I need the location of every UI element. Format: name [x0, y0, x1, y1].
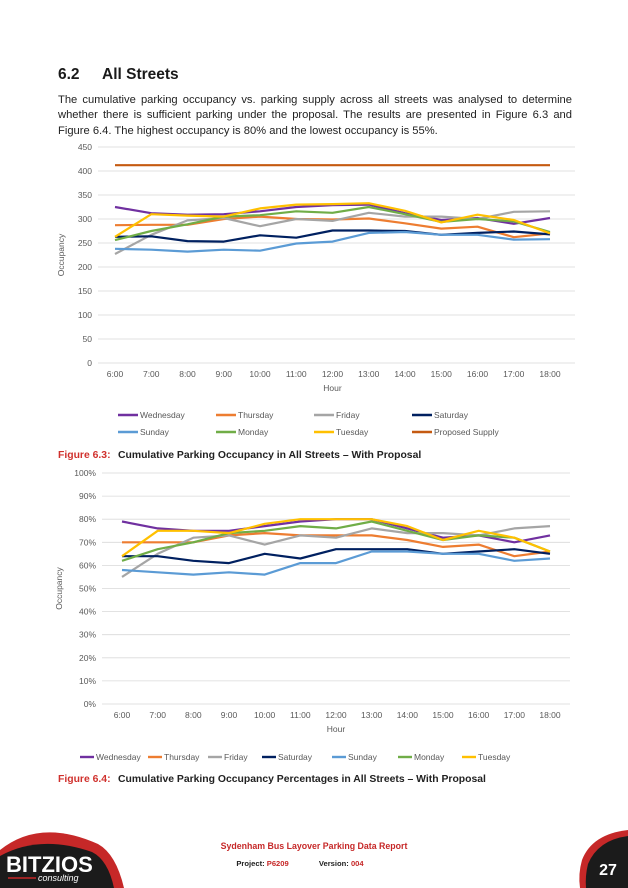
- figure-6-4-label: Figure 6.4:: [58, 774, 111, 785]
- y-tick-label: 30%: [79, 630, 96, 640]
- x-tick-label: 13:00: [358, 369, 380, 379]
- figure-6-3-label: Figure 6.3:: [58, 450, 111, 461]
- x-axis-title: Hour: [327, 724, 346, 734]
- section-number: 6.2: [58, 66, 80, 83]
- legend-label: Wednesday: [96, 752, 141, 762]
- occupancy-chart: 0 50 100 150 200 250 300 350 400 450 6:00 7:00 8:00 9…: [56, 142, 575, 437]
- y-tick-label: 0: [87, 358, 92, 368]
- y-tick-label: 20%: [79, 653, 96, 663]
- legend-label: Tuesday: [336, 427, 369, 437]
- occupancy-percentage-chart: 0% 10% 20% 30% 40% 50% 60% 70% 80% 90% 100% 6:00 7:0…: [54, 470, 570, 762]
- version-label: Version:: [318, 859, 349, 868]
- x-axis-title: Hour: [323, 383, 342, 393]
- logo-brand: BITZIOS: [6, 852, 93, 877]
- x-tick-label: 17:00: [504, 710, 526, 720]
- series-line-saturday: [114, 229, 551, 243]
- y-tick-label: 200: [78, 262, 92, 272]
- intro-paragraph: The cumulative parking occupancy vs. par…: [58, 94, 572, 137]
- figure-6-3-caption: Figure 6.3: Cumulative Parking Occupancy …: [58, 450, 421, 461]
- series-line-sunday: [114, 230, 551, 253]
- section-heading: 6.2 All Streets: [58, 66, 179, 84]
- series-line-tuesday: [114, 202, 551, 238]
- y-tick-label: 400: [78, 166, 92, 176]
- x-tick-label: 10:00: [254, 710, 276, 720]
- x-tick-label: 12:00: [322, 369, 344, 379]
- x-tick-label: 17:00: [503, 369, 525, 379]
- series-line-monday: [121, 520, 551, 562]
- y-tick-label: 100: [78, 310, 92, 320]
- legend-label: Thursday: [164, 752, 200, 762]
- project-label: Project:: [236, 859, 265, 868]
- page-badge-dark: [585, 836, 628, 888]
- legend-label: Friday: [336, 410, 360, 420]
- x-tick-label: 6:00: [107, 369, 124, 379]
- x-tick-label: 6:00: [114, 710, 131, 720]
- legend-label: Saturday: [278, 752, 313, 762]
- x-tick-label: 9:00: [221, 710, 238, 720]
- y-tick-label: 50: [83, 334, 93, 344]
- legend-label: Monday: [238, 427, 269, 437]
- x-tick-label: 14:00: [397, 710, 419, 720]
- y-tick-label: 40%: [79, 607, 96, 617]
- legend-label: Saturday: [434, 410, 469, 420]
- y-tick-label: 80%: [79, 514, 96, 524]
- y-tick-label: 150: [78, 286, 92, 296]
- y-tick-label: 100%: [74, 470, 96, 478]
- x-tick-label: 8:00: [179, 369, 196, 379]
- y-tick-label: 250: [78, 238, 92, 248]
- x-tick-label: 18:00: [539, 710, 561, 720]
- x-tick-label: 8:00: [185, 710, 202, 720]
- x-tick-label: 16:00: [467, 369, 489, 379]
- series-line-sunday: [121, 550, 551, 576]
- project-value: P6209: [266, 859, 289, 868]
- legend-label: Monday: [414, 752, 445, 762]
- y-tick-label: 50%: [79, 584, 96, 594]
- x-tick-label: 7:00: [149, 710, 166, 720]
- legend-label: Tuesday: [478, 752, 511, 762]
- version-value: 004: [350, 859, 364, 868]
- footer-report-title: Sydenham Bus Layover Parking Data Report: [220, 841, 408, 851]
- x-tick-label: 12:00: [325, 710, 347, 720]
- page-number-badge: 27: [579, 830, 628, 888]
- figure-6-3-text: Cumulative Parking Occupancy in All Stre…: [118, 450, 422, 461]
- x-tick-label: 18:00: [539, 369, 561, 379]
- y-tick-label: 0%: [84, 699, 97, 709]
- x-tick-label: 16:00: [468, 710, 490, 720]
- y-tick-label: 70%: [79, 537, 96, 547]
- x-tick-label: 11:00: [290, 710, 311, 720]
- x-tick-label: 15:00: [432, 710, 454, 720]
- y-tick-label: 350: [78, 190, 92, 200]
- x-tick-label: 11:00: [286, 369, 307, 379]
- page-number: 27: [599, 862, 617, 879]
- footer-meta: Project: P6209 Version: 004: [0, 859, 628, 868]
- logo-tagline: consulting: [38, 873, 79, 883]
- legend-label: Wednesday: [140, 410, 185, 420]
- legend-label: Thursday: [238, 410, 274, 420]
- series-line-monday: [114, 205, 551, 242]
- x-tick-label: 13:00: [361, 710, 383, 720]
- y-tick-label: 90%: [79, 491, 96, 501]
- series-line-tuesday: [121, 518, 551, 558]
- y-tick-label: 10%: [79, 676, 96, 686]
- y-axis-title: Occupancy: [56, 233, 66, 276]
- x-tick-label: 9:00: [215, 369, 232, 379]
- x-tick-label: 15:00: [431, 369, 453, 379]
- legend-label: Friday: [224, 752, 248, 762]
- x-tick-label: 7:00: [143, 369, 160, 379]
- figure-6-4-text: Cumulative Parking Occupancy Percentages…: [118, 774, 486, 785]
- bitzios-logo: BITZIOS consulting: [0, 832, 124, 888]
- y-axis-title: Occupancy: [54, 566, 64, 609]
- figure-6-4-caption: Figure 6.4: Cumulative Parking Occupancy …: [58, 774, 486, 785]
- y-tick-label: 450: [78, 142, 92, 152]
- legend-label: Sunday: [348, 752, 378, 762]
- legend-label: Proposed Supply: [434, 427, 499, 437]
- section-title: All Streets: [102, 66, 179, 83]
- x-tick-label: 14:00: [394, 369, 416, 379]
- y-tick-label: 60%: [79, 560, 96, 570]
- series-line-saturday: [122, 548, 551, 565]
- logo-dark-shape: [0, 843, 114, 888]
- legend-label: Sunday: [140, 427, 170, 437]
- y-tick-label: 300: [78, 214, 92, 224]
- x-tick-label: 10:00: [249, 369, 271, 379]
